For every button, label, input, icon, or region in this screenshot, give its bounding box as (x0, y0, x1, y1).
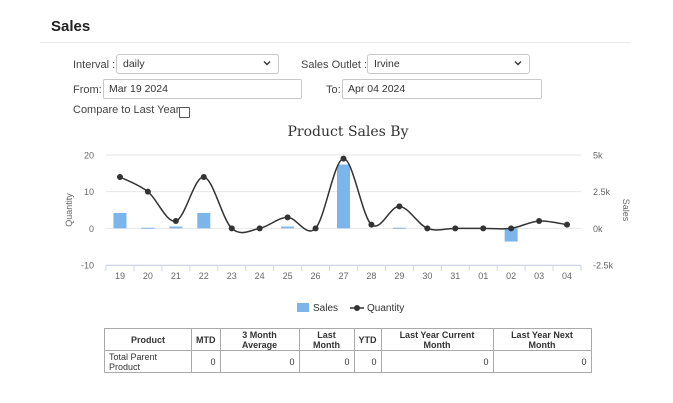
x-tick-label: 29 (394, 271, 404, 281)
x-tick-label: 27 (338, 271, 348, 281)
x-tick-label: 24 (255, 271, 265, 281)
sales-outlet-select[interactable]: Irvine (367, 54, 530, 74)
legend-sales-label: Sales (313, 303, 338, 314)
quantity-point (368, 221, 375, 228)
to-date-input[interactable]: Apr 04 2024 (342, 79, 542, 99)
x-tick-label: 26 (311, 271, 321, 281)
quantity-point (172, 218, 179, 224)
quantity-point (284, 214, 291, 221)
sales-outlet-select-value: Irvine (374, 58, 400, 70)
x-tick-label: 04 (562, 271, 572, 281)
table-cell: 0 (380, 350, 494, 373)
page-title: Sales (51, 18, 91, 35)
compare-last-year-checkbox[interactable] (179, 107, 190, 118)
y-right-tick-label: 2.5k (593, 187, 611, 197)
x-tick-label: 30 (422, 271, 432, 281)
legend-quantity-label: Quantity (367, 303, 404, 314)
table-header-row: Product MTD 3 Month Average Last Month Y… (104, 328, 592, 351)
x-tick-label: 28 (366, 271, 376, 281)
sales-bar (141, 227, 155, 229)
x-tick-label: 03 (534, 271, 544, 281)
sales-bar (197, 212, 211, 229)
quantity-point (424, 225, 431, 232)
sales-bar (281, 226, 295, 229)
quantity-point (256, 225, 263, 232)
y-right-axis-label: Sales (621, 199, 631, 222)
y-right-tick-label: 5k (593, 151, 603, 161)
sales-bar (113, 212, 127, 229)
compare-last-year-label: Compare to Last Year: (73, 104, 183, 116)
quantity-point (452, 225, 459, 232)
y-left-tick-label: 10 (84, 187, 94, 197)
column-header: Product (104, 328, 192, 351)
x-tick-label: 25 (283, 271, 293, 281)
y-right-tick-label: -2.5k (593, 261, 614, 271)
table-cell: 0 (492, 350, 592, 373)
x-tick-label: 02 (506, 271, 516, 281)
table-cell: 0 (353, 350, 382, 373)
table-row: Total Parent Product 0 0 0 0 0 0 (104, 350, 592, 373)
y-left-axis-label: Quantity (64, 193, 74, 227)
x-tick-label: 22 (199, 271, 209, 281)
x-tick-label: 31 (450, 271, 460, 281)
quantity-point (536, 218, 543, 224)
chevron-down-icon (514, 61, 522, 66)
quantity-point (340, 155, 347, 162)
y-left-tick-label: 20 (84, 151, 94, 161)
y-left-tick-label: 0 (89, 224, 94, 234)
column-header: YTD (353, 328, 382, 351)
column-header: Last Year Next Month (492, 328, 592, 351)
sales-bar (337, 164, 350, 229)
interval-select-value: daily (123, 58, 145, 70)
y-right-tick-label: 0k (593, 224, 603, 234)
quantity-point (228, 225, 235, 232)
sales-bar (169, 226, 183, 229)
from-label: From: (73, 84, 102, 96)
x-tick-label: 23 (227, 271, 237, 281)
quantity-point (200, 174, 207, 180)
quantity-point (396, 203, 403, 210)
chevron-down-icon (263, 61, 271, 66)
x-tick-label: 21 (171, 271, 181, 281)
quantity-point (144, 188, 151, 195)
sales-outlet-label: Sales Outlet : (301, 59, 368, 71)
sales-summary-table: Product MTD 3 Month Average Last Month Y… (104, 328, 592, 373)
legend-sales-swatch (297, 303, 309, 312)
legend-quantity-marker (354, 305, 360, 311)
x-tick-label: 19 (115, 271, 125, 281)
from-date-input[interactable]: Mar 19 2024 (103, 79, 302, 99)
to-label: To: (326, 84, 341, 96)
column-header: Last Month (298, 328, 355, 351)
title-divider (40, 42, 630, 43)
table-cell: 0 (191, 350, 221, 373)
quantity-point (312, 225, 319, 232)
column-header: MTD (191, 328, 221, 351)
table-cell: 0 (298, 350, 355, 373)
interval-label: Interval : (73, 59, 116, 71)
column-header: Last Year Current Month (380, 328, 494, 351)
quantity-point (116, 174, 123, 180)
quantity-point (508, 225, 515, 232)
x-tick-label: 01 (478, 271, 488, 281)
x-tick-label: 20 (143, 271, 153, 281)
y-left-tick-label: -10 (81, 261, 94, 271)
sales-bar (504, 228, 518, 242)
chart-title: Product Sales By (288, 124, 409, 140)
interval-select[interactable]: daily (116, 54, 279, 74)
sales-bar (392, 227, 406, 229)
table-cell: 0 (219, 350, 300, 373)
product-sales-chart: Product Sales By 20 10 0 -10 5k 2.5k 0k -2.5k Qua… (64, 124, 631, 314)
column-header: 3 Month Average (219, 328, 300, 351)
quantity-point (480, 225, 487, 232)
table-cell: Total Parent Product (104, 350, 192, 373)
quantity-point (564, 221, 571, 228)
